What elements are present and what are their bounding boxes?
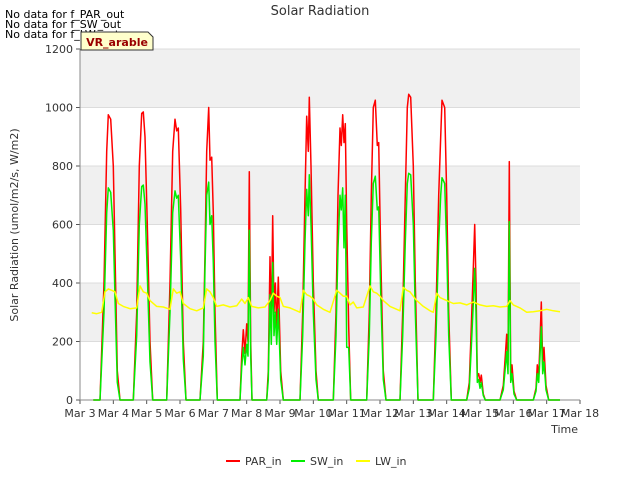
y-tick-label: 800: [52, 160, 73, 173]
x-axis-label: Time: [550, 423, 578, 436]
x-tick-label: Mar 15: [461, 407, 499, 420]
x-tick-label: Mar 14: [428, 407, 466, 420]
chart-title: Solar Radiation: [271, 4, 370, 19]
site-label-text: VR_arable: [86, 36, 148, 49]
legend-label-sw-in: SW_in: [310, 455, 343, 468]
plot-band: [80, 49, 580, 108]
x-tick-label: Mar 13: [394, 407, 432, 420]
x-tick-label: Mar 3: [64, 407, 95, 420]
x-tick-label: Mar 16: [494, 407, 532, 420]
y-tick-label: 1200: [45, 43, 73, 56]
annotation-no-par-out: No data for f_PAR_out: [5, 8, 125, 21]
y-axis-label: Solar Radiation (umol/m2/s, W/m2): [8, 128, 21, 321]
annotation-no-sw-out: No data for f_SW_out: [5, 18, 122, 31]
x-tick-label: Mar 6: [164, 407, 195, 420]
series-line-par-in: [93, 93, 560, 401]
plot-band: [80, 166, 580, 225]
x-tick-label: Mar 18: [561, 407, 599, 420]
x-tick-label: Mar 17: [528, 407, 566, 420]
x-tick-label: Mar 11: [328, 407, 366, 420]
x-tick-label: Mar 8: [231, 407, 262, 420]
y-tick-label: 600: [52, 219, 73, 232]
y-tick-label: 0: [66, 394, 73, 407]
legend-label-lw-in: LW_in: [375, 455, 407, 468]
x-tick-label: Mar 9: [264, 407, 295, 420]
x-tick-label: Mar 12: [361, 407, 399, 420]
series-line-lw-in: [91, 285, 561, 315]
x-tick-label: Mar 10: [294, 407, 332, 420]
site-label-box: [80, 31, 154, 51]
y-tick-label: 200: [52, 336, 73, 349]
y-tick-label: 400: [52, 277, 73, 290]
legend-label-par-in: PAR_in: [245, 455, 282, 468]
x-tick-label: Mar 4: [98, 407, 129, 420]
x-tick-label: Mar 5: [131, 407, 162, 420]
x-tick-label: Mar 7: [198, 407, 229, 420]
y-tick-label: 1000: [45, 102, 73, 115]
